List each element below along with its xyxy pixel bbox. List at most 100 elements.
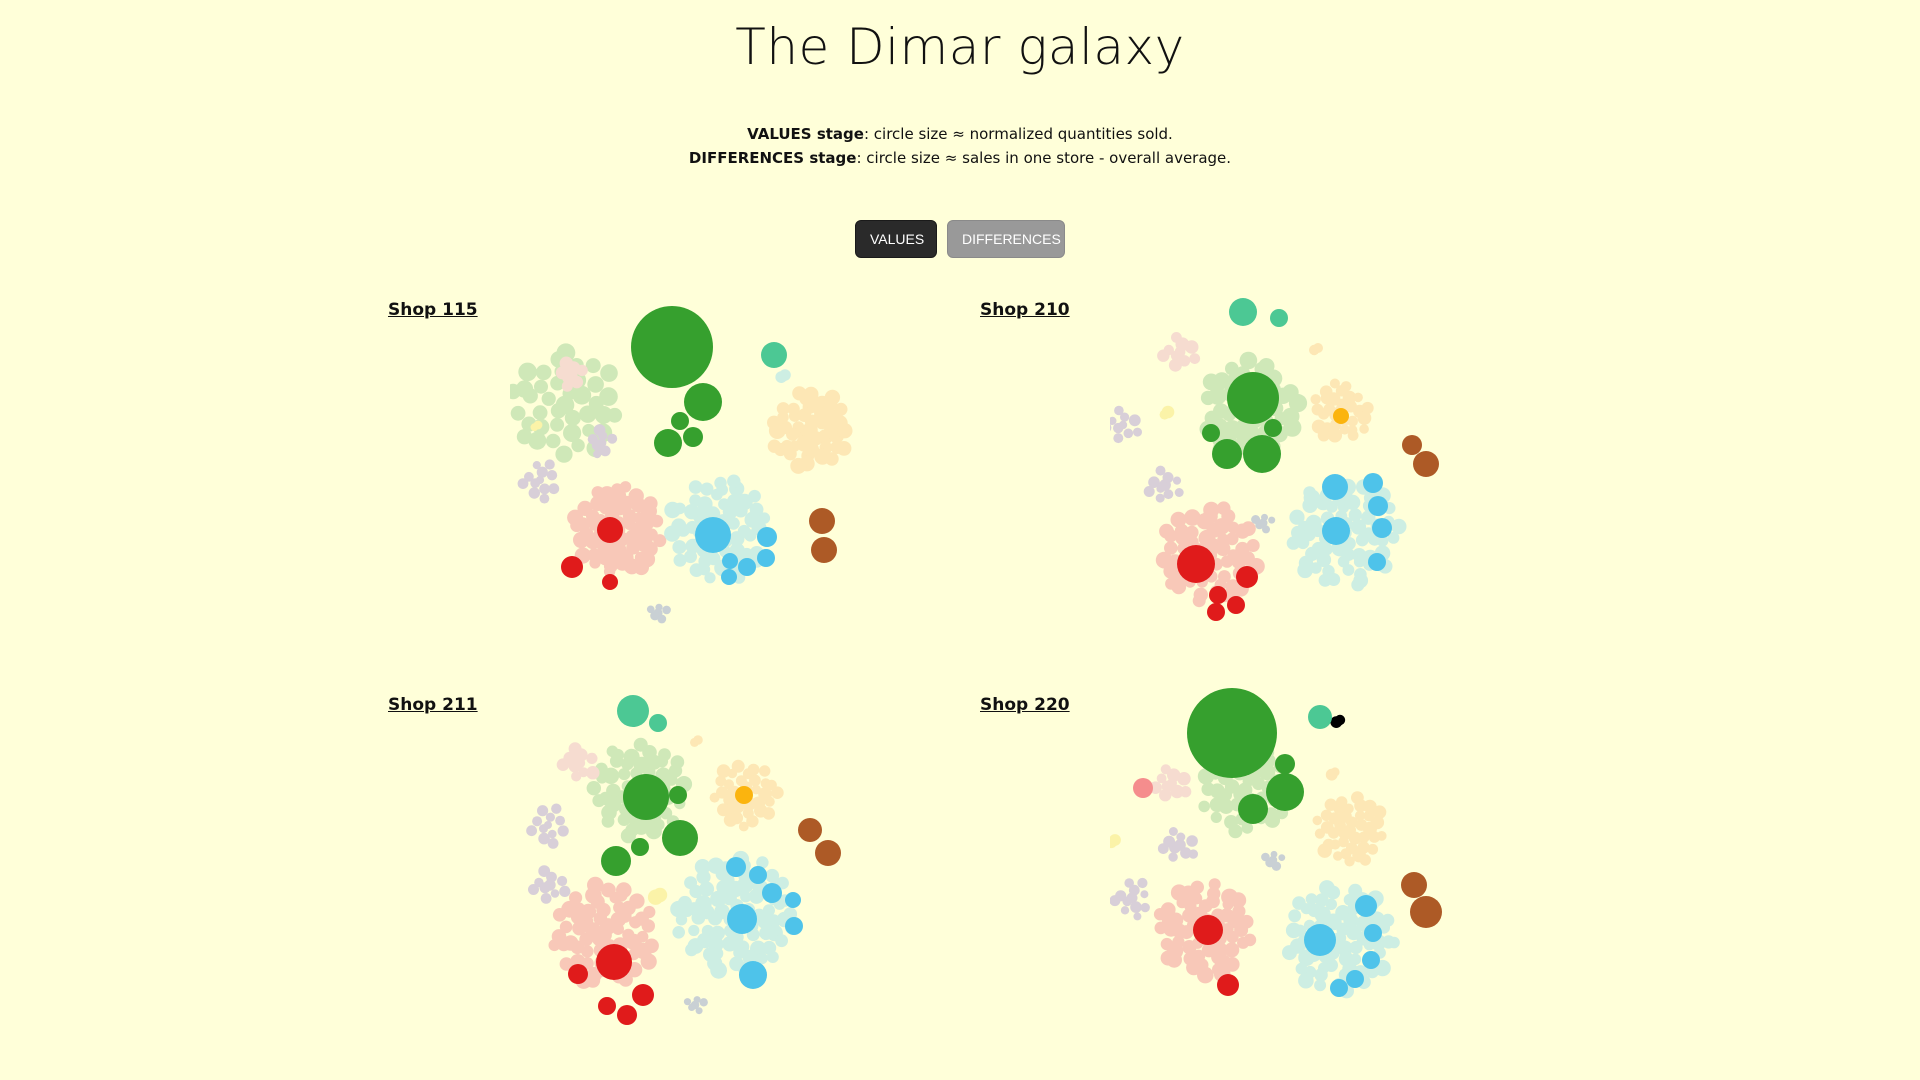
green-faded-circle xyxy=(1209,797,1225,813)
brown-circle xyxy=(1402,435,1422,455)
orange-faded-circle xyxy=(767,439,782,453)
blue-circle xyxy=(738,558,756,576)
green-faded-circle xyxy=(564,409,581,426)
orange-faded-circle xyxy=(1348,831,1362,845)
green-faded-circle xyxy=(535,364,552,381)
gray-faded-circle xyxy=(1148,476,1160,488)
gray-faded-circle xyxy=(536,466,548,478)
red-faded-circle xyxy=(633,559,649,576)
shop-211-link[interactable]: Shop 211 xyxy=(388,695,478,715)
green-circle xyxy=(1202,424,1220,442)
red-faded-circle xyxy=(1203,501,1220,518)
blue-faded-circle xyxy=(685,943,698,957)
orange-faded-circle xyxy=(1376,831,1387,841)
orange-faded-circle xyxy=(767,415,781,430)
red-faded-circle xyxy=(1232,904,1246,918)
green-faded-circle xyxy=(550,375,565,391)
blue-circle xyxy=(785,892,801,908)
green-circle xyxy=(1238,794,1268,824)
yellow-faded-circle xyxy=(1110,836,1118,849)
differences-stage-text: : circle size ≈ sales in one store - ove… xyxy=(856,149,1232,167)
red-faded-circle xyxy=(619,481,632,493)
blue-faded-circle xyxy=(664,525,681,542)
blue-circle xyxy=(1364,924,1382,942)
differences-button[interactable]: DIFFERENCES xyxy=(947,220,1065,258)
green-faded-circle xyxy=(600,364,618,382)
red-circle xyxy=(602,574,618,590)
blue-faded-circle xyxy=(718,498,731,511)
gray-faded-circle xyxy=(1123,428,1134,439)
blue-circle xyxy=(1363,473,1383,493)
gray-faded-circle xyxy=(1140,902,1150,913)
values-stage-description: VALUES stage: circle size ≈ normalized q… xyxy=(0,122,1920,146)
pink-faded-circle xyxy=(1184,340,1199,354)
blue-faded-circle xyxy=(756,952,768,965)
orange-faded-circle xyxy=(1320,809,1333,821)
green-faded-circle xyxy=(1210,811,1222,823)
green-faded-circle xyxy=(534,379,548,394)
green-circle xyxy=(669,786,687,804)
differences-stage-description: DIFFERENCES stage: circle size ≈ sales i… xyxy=(0,146,1920,170)
red-faded-circle xyxy=(1246,539,1260,552)
orange-faded-circle xyxy=(747,763,760,776)
blue-faded-circle xyxy=(1316,552,1332,568)
orange-faded-circle xyxy=(759,765,771,777)
gray-faded-circle xyxy=(1188,849,1198,859)
pink-faded-circle xyxy=(576,364,588,377)
blue-circle xyxy=(1346,970,1364,988)
gray-faded-circle xyxy=(1168,852,1178,862)
orange-faded-circle xyxy=(1327,428,1343,443)
teal-circle xyxy=(1270,309,1288,327)
gray-faded-circle xyxy=(1186,835,1198,847)
orange-faded-circle xyxy=(1361,401,1374,415)
blue-faded-circle xyxy=(1310,562,1322,574)
gray-faded-circle xyxy=(1140,890,1149,899)
green-circle xyxy=(623,774,669,820)
gray-faded-circle xyxy=(1163,489,1174,500)
blue-faded-circle xyxy=(710,890,727,908)
slate-faded-circle xyxy=(655,603,663,611)
shop-220-link[interactable]: Shop 220 xyxy=(980,695,1070,715)
gray-faded-circle xyxy=(550,889,560,898)
differences-stage-term: DIFFERENCES stage xyxy=(688,149,857,167)
blue-circle xyxy=(1322,474,1348,500)
gray-faded-circle xyxy=(559,885,571,897)
red-faded-circle xyxy=(1197,966,1214,984)
green-circle xyxy=(1275,754,1295,774)
green-circle xyxy=(631,306,713,388)
red-faded-circle xyxy=(641,919,655,933)
shop-115-link[interactable]: Shop 115 xyxy=(388,300,478,320)
green-circle xyxy=(662,820,698,856)
pink-faded-circle xyxy=(1189,353,1201,364)
red-circle xyxy=(596,944,632,980)
green-faded-circle xyxy=(518,362,537,382)
red-faded-circle xyxy=(548,939,561,952)
red-faded-circle xyxy=(653,534,667,548)
pink-faded-circle xyxy=(1179,786,1192,798)
orange-faded-circle xyxy=(1357,411,1372,425)
blue-faded-circle xyxy=(748,489,761,503)
red-faded-circle xyxy=(603,565,616,578)
gray-faded-circle xyxy=(538,832,550,845)
blue-circle xyxy=(739,961,767,989)
yellow-faded-circle xyxy=(530,423,539,432)
gray-faded-circle xyxy=(539,824,548,834)
blue-faded-circle xyxy=(1297,562,1313,579)
orange-faded-circle xyxy=(1372,805,1387,819)
blue-faded-circle xyxy=(727,474,741,488)
green-circle xyxy=(1243,435,1281,473)
blue-circle xyxy=(727,904,757,934)
slate-faded-circle xyxy=(683,998,692,1006)
teal-circle xyxy=(1229,298,1257,326)
green-faded-circle xyxy=(556,343,576,363)
yellow-faded-circle xyxy=(647,889,664,905)
blue-circle xyxy=(1322,517,1350,545)
shop-210-link[interactable]: Shop 210 xyxy=(980,300,1070,320)
green-faded-circle xyxy=(528,431,547,450)
values-button[interactable]: VALUES xyxy=(855,220,937,258)
red-faded-circle xyxy=(559,920,573,934)
green-faded-circle xyxy=(550,403,567,419)
green-circle xyxy=(631,838,649,856)
orange-faded-circle xyxy=(762,807,775,820)
